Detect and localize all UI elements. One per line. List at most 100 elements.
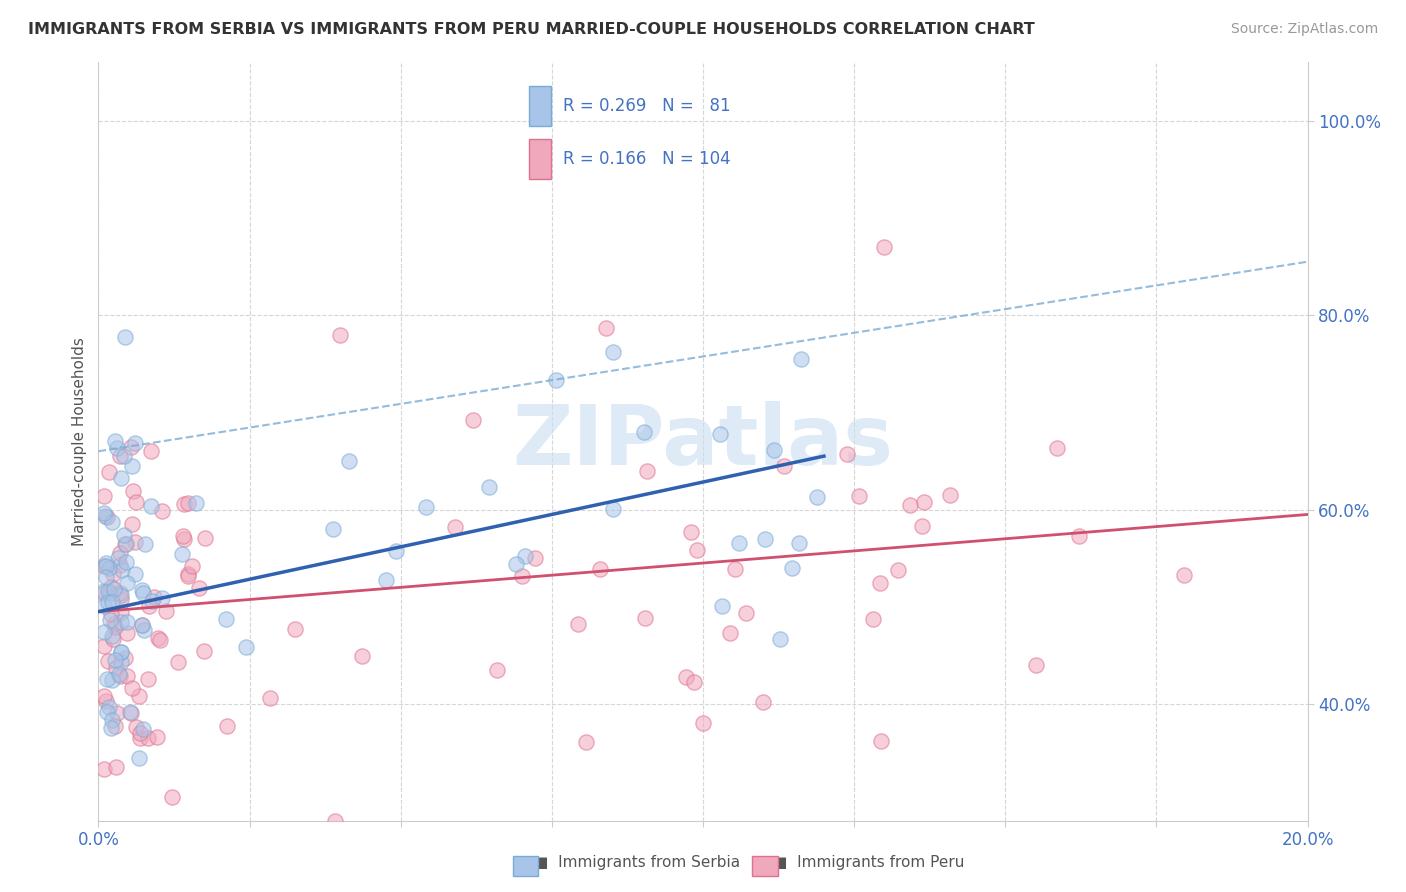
Point <box>633 425 655 440</box>
Point <box>132 586 155 600</box>
Point <box>180 559 202 574</box>
Point <box>93 762 115 776</box>
Point <box>679 524 702 539</box>
Point <box>93 489 115 503</box>
Point <box>131 583 153 598</box>
Point <box>575 735 598 749</box>
Point <box>129 726 152 740</box>
Point <box>485 663 508 677</box>
Point <box>634 610 657 624</box>
Point <box>773 458 796 473</box>
Point <box>136 731 159 745</box>
Point <box>869 734 891 748</box>
Point <box>124 435 146 450</box>
Point <box>1024 658 1046 673</box>
Point <box>115 626 138 640</box>
Point <box>96 694 118 708</box>
Point <box>104 434 127 448</box>
Point <box>873 240 896 254</box>
Point <box>259 690 281 705</box>
Point <box>96 705 118 719</box>
Point <box>110 655 132 669</box>
Point <box>735 606 758 620</box>
Point <box>120 705 142 719</box>
Point <box>595 320 617 334</box>
Point <box>513 549 536 563</box>
Point <box>862 612 884 626</box>
Point <box>101 516 124 530</box>
Point <box>524 551 547 566</box>
Point <box>110 615 132 629</box>
Point <box>478 480 501 494</box>
Point <box>104 653 127 667</box>
Point <box>97 654 120 668</box>
Point <box>98 586 121 600</box>
Point <box>110 563 132 577</box>
Point <box>444 520 467 534</box>
Point <box>94 569 117 583</box>
Point <box>100 629 122 643</box>
Point <box>101 595 124 609</box>
Point <box>768 632 790 646</box>
Point <box>108 449 131 463</box>
Point <box>193 644 215 658</box>
Point <box>375 574 398 588</box>
Point <box>139 443 162 458</box>
Point <box>96 673 118 687</box>
Point <box>124 720 146 734</box>
Point <box>98 561 121 575</box>
Point <box>385 544 408 558</box>
Point <box>683 675 706 690</box>
Point <box>692 716 714 731</box>
Point <box>149 633 172 648</box>
Point <box>146 730 169 744</box>
Point <box>763 443 786 458</box>
Point <box>129 731 152 746</box>
Point <box>787 535 810 549</box>
Point <box>110 605 132 619</box>
Text: ZIPatlas: ZIPatlas <box>513 401 893 482</box>
Point <box>110 645 132 659</box>
Point <box>194 532 217 546</box>
Point <box>510 569 533 583</box>
Point <box>160 790 183 805</box>
Point <box>186 496 208 510</box>
Point <box>938 488 960 502</box>
Point <box>754 533 776 547</box>
Point <box>105 760 128 774</box>
Point <box>97 595 120 609</box>
Point <box>132 623 155 637</box>
Point <box>93 624 115 639</box>
Y-axis label: Married-couple Households: Married-couple Households <box>72 337 87 546</box>
Point <box>148 632 170 646</box>
Point <box>155 605 177 619</box>
Point <box>718 625 741 640</box>
Point <box>215 719 238 733</box>
Point <box>325 814 347 828</box>
Point <box>110 471 132 485</box>
Point <box>337 454 360 468</box>
Point <box>752 695 775 709</box>
Point <box>103 719 125 733</box>
Point <box>120 706 142 721</box>
Point <box>93 690 115 704</box>
Point <box>723 562 745 576</box>
Point <box>848 489 870 503</box>
Point <box>114 537 136 551</box>
Point <box>912 494 935 508</box>
Point <box>837 447 859 461</box>
Point <box>93 558 115 573</box>
Point <box>128 750 150 764</box>
Point <box>108 586 131 600</box>
Text: Source: ZipAtlas.com: Source: ZipAtlas.com <box>1230 22 1378 37</box>
Point <box>114 555 136 569</box>
Point <box>143 591 166 605</box>
Point <box>114 330 136 344</box>
Point <box>505 557 527 571</box>
Point <box>187 581 209 595</box>
Point <box>1046 441 1069 455</box>
Point <box>1173 567 1195 582</box>
Point <box>141 594 163 608</box>
Point <box>177 569 200 583</box>
Point <box>350 648 373 663</box>
